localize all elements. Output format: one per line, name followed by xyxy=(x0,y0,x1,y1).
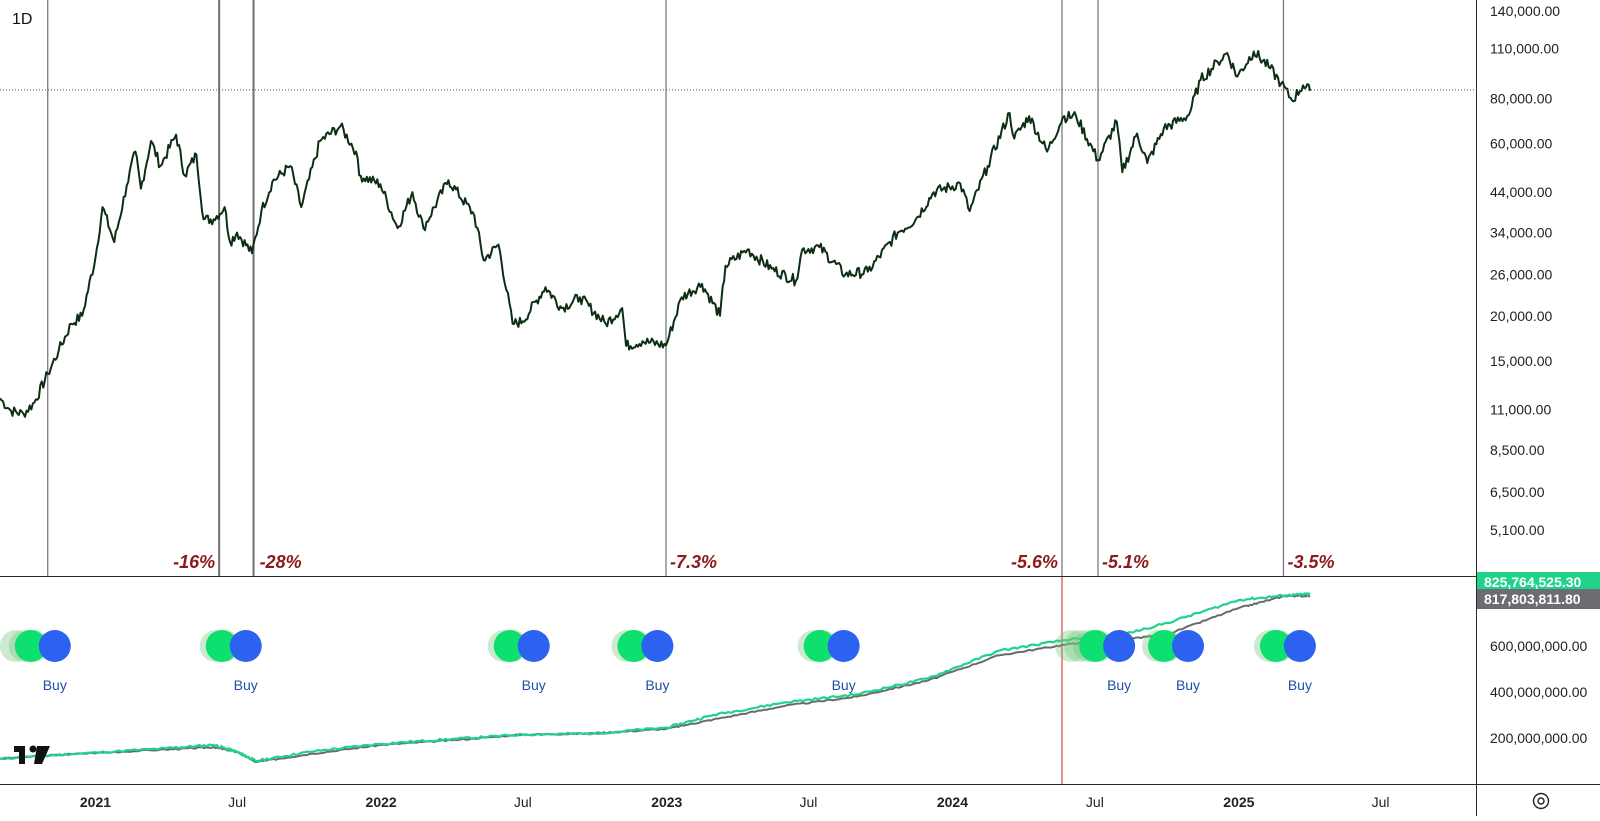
buy-label: Buy xyxy=(645,677,669,693)
time-axis-label: 2025 xyxy=(1223,794,1254,810)
equity-y-tick-label: 200,000,000.00 xyxy=(1490,730,1588,746)
time-axis-label: Jul xyxy=(514,794,532,810)
time-axis-label: 2024 xyxy=(937,794,968,810)
signal-blue-dot xyxy=(38,630,71,662)
equity-y-axis[interactable]: 600,000,000.00 400,000,000.00 200,000,000.… xyxy=(1490,638,1588,746)
settings-icon[interactable] xyxy=(1532,792,1550,810)
drawdown-label: -5.6% xyxy=(1011,552,1058,572)
buy-label: Buy xyxy=(1107,677,1131,693)
signal-green-dot xyxy=(1148,630,1180,662)
buy-label: Buy xyxy=(43,677,67,693)
time-axis-label: 2023 xyxy=(651,794,682,810)
signal-blue-dot xyxy=(1103,630,1136,662)
tradingview-logo-icon xyxy=(14,745,50,764)
time-axis-label: 2021 xyxy=(80,794,111,810)
equity-y-tick-label: 600,000,000.00 xyxy=(1490,638,1588,654)
buy-label: Buy xyxy=(522,677,546,693)
buy-signal[interactable]: Buy xyxy=(0,630,71,693)
drawdown-label: -3.5% xyxy=(1287,552,1334,572)
timeframe-label[interactable]: 1D xyxy=(12,11,32,28)
signal-blue-dot xyxy=(641,630,674,662)
price-y-tick-label: 6,500.00 xyxy=(1490,484,1545,500)
signal-blue-dot xyxy=(517,630,550,662)
drawdown-label: -28% xyxy=(260,552,302,572)
price-y-tick-label: 20,000.00 xyxy=(1490,308,1552,324)
price-chart[interactable]: -16% -28% -7.3% -5.6% -5.1% -3.5% xyxy=(0,0,1476,576)
period-markers xyxy=(47,0,1285,576)
price-series-line xyxy=(0,50,1312,418)
price-y-tick-label: 11,000.00 xyxy=(1490,401,1551,417)
signal-blue-dot xyxy=(1172,630,1204,662)
price-y-axis[interactable]: 140,000.00 110,000.00 80,000.00 60,000.00 44… xyxy=(1490,3,1560,538)
signal-trail-dot xyxy=(1055,630,1088,662)
signal-green-dot xyxy=(1259,630,1292,662)
signal-blue-dot xyxy=(229,630,262,662)
strategy-equity-chart[interactable]: Buy Buy Buy Buy Buy Buy Buy Buy xyxy=(0,577,1316,784)
signal-green-dot xyxy=(617,630,650,662)
buy-signal[interactable]: Buy xyxy=(1253,630,1316,693)
svg-text:817,803,811.80: 817,803,811.80 xyxy=(1484,591,1581,607)
time-axis-label: Jul xyxy=(1086,794,1104,810)
buy-label: Buy xyxy=(832,677,856,693)
buy-signals: Buy Buy Buy Buy Buy Buy Buy Buy xyxy=(0,630,1316,693)
buy-signal[interactable]: Buy xyxy=(797,630,860,693)
buy-label: Buy xyxy=(1176,677,1200,693)
price-y-tick-label: 80,000.00 xyxy=(1490,91,1552,107)
signal-green-dot xyxy=(493,630,526,662)
time-axis-label: Jul xyxy=(228,794,246,810)
price-y-tick-label: 60,000.00 xyxy=(1490,136,1552,152)
price-y-tick-label: 26,000.00 xyxy=(1490,267,1552,283)
buy-signal[interactable]: Buy xyxy=(611,630,674,693)
equity-green-badge: 825,764,525.30 xyxy=(1477,572,1600,592)
buy-signal[interactable]: Buy xyxy=(1055,630,1136,693)
buy-label: Buy xyxy=(1288,677,1312,693)
time-axis-label: Jul xyxy=(799,794,817,810)
svg-text:825,764,525.30: 825,764,525.30 xyxy=(1484,574,1582,590)
price-y-tick-label: 110,000.00 xyxy=(1490,41,1559,57)
price-y-tick-label: 34,000.00 xyxy=(1490,225,1552,241)
buy-signal[interactable]: Buy xyxy=(487,630,550,693)
signal-green-dot xyxy=(1079,630,1112,662)
price-y-tick-label: 15,000.00 xyxy=(1490,353,1552,369)
signal-blue-dot xyxy=(827,630,860,662)
time-axis-label: Jul xyxy=(1372,794,1390,810)
signal-green-dot xyxy=(14,630,47,662)
drawdown-label: -5.1% xyxy=(1102,552,1149,572)
signal-green-dot xyxy=(205,630,238,662)
time-axis[interactable]: 2021 Jul 2022 Jul 2023 Jul 2024 Jul 2025 Jul xyxy=(80,794,1390,810)
price-y-tick-label: 44,000.00 xyxy=(1490,184,1552,200)
price-y-tick-label: 5,100.00 xyxy=(1490,522,1545,538)
price-y-tick-label: 140,000.00 xyxy=(1490,3,1560,19)
signal-green-dot xyxy=(803,630,836,662)
drawdown-label: -7.3% xyxy=(670,552,717,572)
drawdown-labels: -16% -28% -7.3% -5.6% -5.1% -3.5% xyxy=(173,552,1334,572)
drawdown-label: -16% xyxy=(173,552,215,572)
price-y-tick-label: 8,500.00 xyxy=(1490,442,1545,458)
buy-signal[interactable]: Buy xyxy=(1142,630,1204,693)
equity-gray-badge: 817,803,811.80 xyxy=(1477,589,1600,609)
buy-signal[interactable]: Buy xyxy=(199,630,262,693)
equity-y-tick-label: 400,000,000.00 xyxy=(1490,684,1588,700)
buy-label: Buy xyxy=(234,677,258,693)
time-axis-label: 2022 xyxy=(366,794,397,810)
signal-blue-dot xyxy=(1283,630,1316,662)
